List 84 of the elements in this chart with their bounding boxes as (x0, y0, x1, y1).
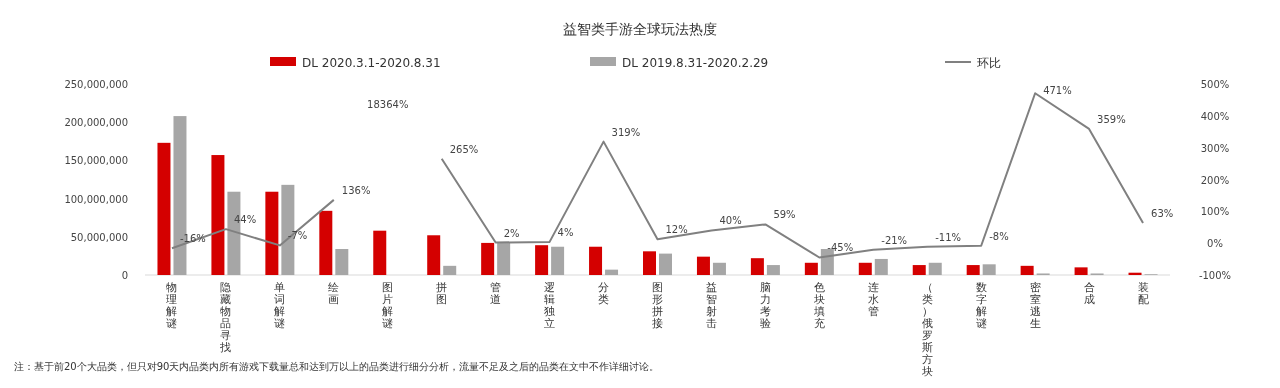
data-label: 12% (665, 224, 688, 236)
bar (928, 262, 942, 275)
x-tick-label: 益智射击 (705, 281, 717, 330)
legend-label: 环比 (977, 56, 1001, 70)
x-tick-label: 图形拼接 (652, 281, 663, 330)
x-tick-label: 绘画 (328, 281, 340, 306)
bar (335, 249, 349, 275)
data-label: 471% (1043, 85, 1072, 96)
bar (643, 251, 656, 275)
y2-tick-label: 400% (1200, 110, 1230, 122)
x-tick-label: 数字解谜 (975, 281, 987, 330)
x-tick-label: 图片解谜 (382, 281, 394, 330)
data-label: 44% (233, 214, 257, 226)
y2-tick-label: 0% (1207, 238, 1223, 250)
bar (373, 230, 387, 275)
bar (966, 265, 980, 275)
bar (1020, 265, 1034, 275)
bar (1074, 267, 1088, 275)
bar (443, 265, 457, 275)
bar (497, 242, 511, 275)
bar (804, 262, 818, 275)
x-tick-label: 拼图 (436, 281, 448, 306)
x-tick-label: 合成 (1083, 281, 1095, 306)
data-label: -21% (881, 234, 908, 246)
bar (265, 191, 279, 275)
bar (712, 262, 726, 275)
x-tick-label: 连水管 (867, 281, 879, 318)
x-tick-label: 单词解谜 (274, 281, 286, 330)
x-tick-label: 分类 (598, 281, 610, 306)
y-tick-label: 200,000,000 (64, 117, 128, 129)
data-label: 265% (449, 143, 479, 155)
bar (912, 265, 926, 275)
bar (696, 256, 710, 275)
y2-tick-label: 300% (1200, 142, 1230, 154)
data-label: -45% (827, 242, 854, 254)
bar (319, 210, 333, 275)
data-label: -11% (935, 231, 962, 243)
x-tick-label: 装配 (1137, 281, 1149, 306)
legend-label: DL 2019.8.31-2020.2.29 (622, 56, 769, 70)
data-label: 4% (557, 226, 574, 238)
data-label: 136% (341, 184, 371, 196)
bar (820, 249, 834, 275)
y-tick-label: 50,000,000 (70, 231, 128, 243)
bar (481, 242, 495, 275)
y2-tick-label: 200% (1200, 174, 1230, 186)
bar (874, 258, 888, 275)
text: 注：基于前20个大品类，但只对90天内品类内所有游戏下载量总和达到万以上的品类进行细分分析，流量不足及之后的品类在文中不作详细讨论。 (14, 361, 660, 372)
bar (157, 142, 171, 275)
bar (605, 269, 619, 275)
data-label: 63% (1151, 208, 1174, 220)
data-label: -8% (989, 230, 1009, 242)
y-tick-label: 150,000,000 (64, 155, 128, 167)
data-label: 2% (503, 227, 520, 239)
bar (766, 265, 780, 275)
bar (535, 245, 549, 275)
data-label: 319% (611, 126, 641, 138)
y-tick-label: 0 (121, 270, 128, 281)
y-tick-label: 100,000,000 (64, 193, 128, 205)
legend-label: DL 2020.3.1-2020.8.31 (302, 56, 441, 70)
bar (551, 246, 565, 275)
bar (589, 246, 603, 275)
x-tick-label: 密室逃生 (1029, 281, 1041, 330)
bar (858, 262, 872, 275)
y2-tick-label: -100% (1198, 270, 1232, 281)
x-tick-label: （类）俄罗斯方块 (920, 281, 933, 378)
y2-tick-label: 100% (1200, 206, 1230, 218)
bar (750, 258, 764, 275)
x-tick-label: 隐藏物品寻找 (219, 281, 232, 354)
data-label: 59% (773, 209, 796, 221)
data-label: 359% (1097, 113, 1126, 125)
bar (659, 253, 672, 275)
bar (211, 155, 225, 275)
bar (427, 235, 441, 275)
bar (982, 264, 996, 275)
y2-tick-label: 500% (1200, 79, 1230, 90)
x-tick-label: 逻辑独立 (544, 281, 556, 330)
y-tick-label: 250,000,000 (64, 79, 128, 90)
x-tick-label: 色块填充 (812, 281, 825, 330)
x-tick-label: 管道 (490, 281, 502, 306)
x-tick-label: 物理解谜 (166, 281, 178, 330)
chart-title: 益智类手游全球玩法热度 (563, 21, 717, 37)
x-tick-label: 脑力考验 (759, 281, 771, 330)
annotation: 18364% (367, 99, 409, 110)
data-label: 40% (719, 215, 742, 227)
